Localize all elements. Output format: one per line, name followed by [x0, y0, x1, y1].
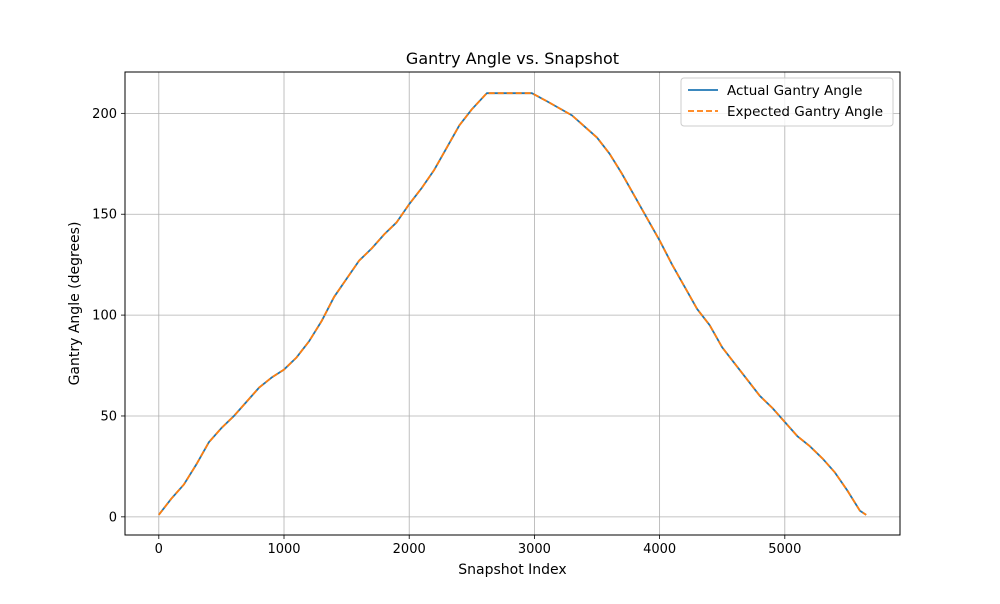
x-tick-label: 5000: [768, 542, 801, 557]
y-tick-label: 150: [92, 208, 117, 223]
x-tick-label: 4000: [643, 542, 676, 557]
legend: Actual Gantry Angle Expected Gantry Angl…: [680, 77, 894, 127]
x-axis-title: Snapshot Index: [458, 562, 566, 578]
x-axis-ticks: 0 1000 2000 3000 4000 5000: [155, 535, 801, 557]
y-tick-label: 200: [92, 107, 117, 122]
series-line-expected: [158, 92, 867, 516]
y-axis-title: Gantry Angle (degrees): [67, 222, 83, 386]
series-lines: [158, 92, 867, 516]
y-tick-label: 0: [109, 510, 117, 525]
x-tick-label: 1000: [267, 542, 300, 557]
y-tick-label: 50: [100, 409, 117, 424]
plot-area-frame: [124, 71, 901, 536]
y-tick-label: 100: [92, 309, 117, 324]
y-axis-ticks: 0 50 100 150 200: [92, 107, 125, 525]
chart-title: Gantry Angle vs. Snapshot: [406, 49, 619, 68]
legend-box: [680, 77, 894, 127]
x-tick-label: 0: [155, 542, 163, 557]
x-tick-label: 3000: [518, 542, 551, 557]
legend-label-actual: Actual Gantry Angle: [727, 83, 862, 99]
legend-label-expected: Expected Gantry Angle: [727, 104, 883, 120]
x-tick-label: 2000: [393, 542, 426, 557]
